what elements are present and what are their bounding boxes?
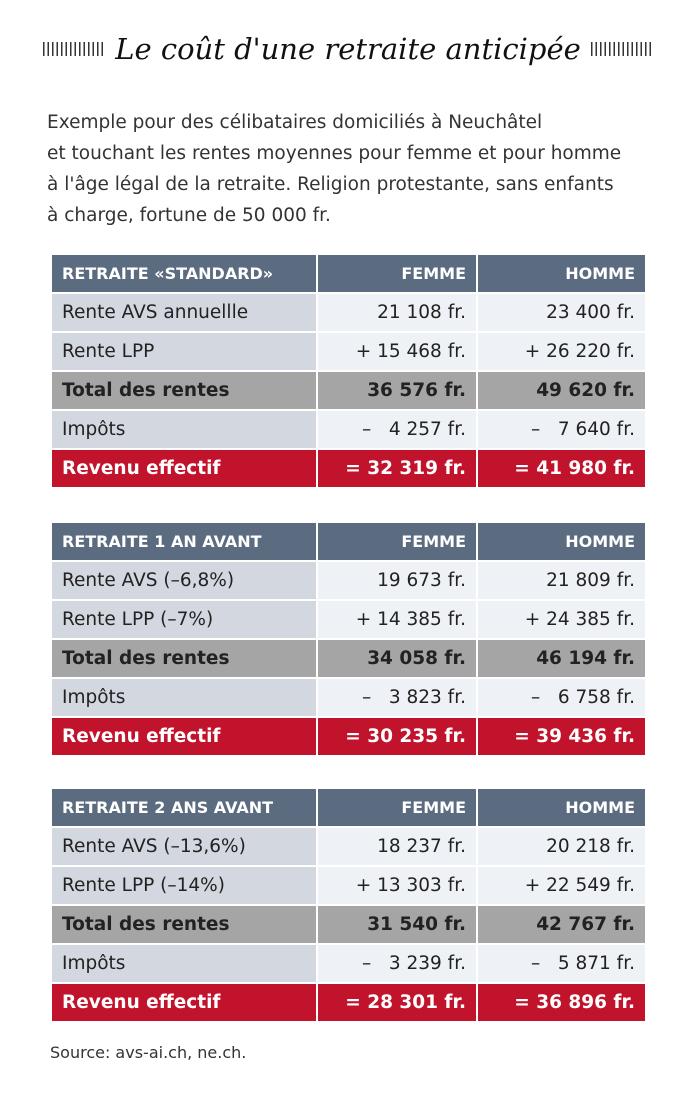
header-cell: RETRAITE «STANDARD» — [52, 255, 316, 292]
row-label: Rente AVS (–6,8%) — [52, 562, 316, 599]
table: RETRAITE «STANDARD» FEMME HOMME Rente AVS a… — [52, 255, 645, 487]
value-cell: = 41 980 fr. — [478, 450, 645, 487]
header-cell: RETRAITE 2 ANS AVANT — [52, 789, 316, 826]
intro-line: à l'âge légal de la retraite. Religion p… — [47, 174, 614, 195]
value-cell: 23 400 fr. — [478, 294, 645, 331]
value-cell: 19 673 fr. — [318, 562, 476, 599]
header-cell: FEMME — [318, 523, 476, 560]
row-label: Revenu effectif — [52, 984, 316, 1021]
value-cell: + 13 303 fr. — [318, 867, 476, 904]
value-cell: = 28 301 fr. — [318, 984, 476, 1021]
source: Source: avs-ai.ch, ne.ch. — [50, 1043, 247, 1062]
header-cell: HOMME — [478, 255, 645, 292]
value-cell: – 4 257 fr. — [318, 411, 476, 448]
header-cell: FEMME — [318, 789, 476, 826]
title-row: Le coût d'une retraite anticipée — [0, 32, 696, 66]
value-cell: 21 108 fr. — [318, 294, 476, 331]
row-label: Impôts — [52, 679, 316, 716]
row-label: Total des rentes — [52, 372, 316, 409]
table: RETRAITE 1 AN AVANT FEMME HOMME Rente AVS (… — [52, 523, 645, 755]
table: RETRAITE 2 ANS AVANT FEMME HOMME Rente AVS … — [52, 789, 645, 1021]
header-cell: HOMME — [478, 789, 645, 826]
title: Le coût d'une retraite anticipée — [115, 32, 581, 66]
intro-line: à charge, fortune de 50 000 fr. — [47, 205, 331, 226]
value-cell: + 14 385 fr. — [318, 601, 476, 638]
header-cell: FEMME — [318, 255, 476, 292]
value-cell: – 3 823 fr. — [318, 679, 476, 716]
value-cell: 21 809 fr. — [478, 562, 645, 599]
intro: Exemple pour des célibataires domiciliés… — [47, 107, 621, 231]
value-cell: + 24 385 fr. — [478, 601, 645, 638]
value-cell: + 15 468 fr. — [318, 333, 476, 370]
row-label: Rente AVS (–13,6%) — [52, 828, 316, 865]
intro-line: et touchant les rentes moyennes pour fem… — [47, 143, 622, 164]
value-cell: 46 194 fr. — [478, 640, 645, 677]
row-label: Rente LPP (–7%) — [52, 601, 316, 638]
header-cell: RETRAITE 1 AN AVANT — [52, 523, 316, 560]
row-label: Revenu effectif — [52, 450, 316, 487]
value-cell: + 22 549 fr. — [478, 867, 645, 904]
row-label: Rente LPP — [52, 333, 316, 370]
decoration — [43, 42, 106, 56]
value-cell: = 36 896 fr. — [478, 984, 645, 1021]
value-cell: 34 058 fr. — [318, 640, 476, 677]
value-cell: – 5 871 fr. — [478, 945, 645, 982]
value-cell: – 3 239 fr. — [318, 945, 476, 982]
row-label: Impôts — [52, 411, 316, 448]
value-cell: 42 767 fr. — [478, 906, 645, 943]
value-cell: 36 576 fr. — [318, 372, 476, 409]
value-cell: – 6 758 fr. — [478, 679, 645, 716]
row-label: Rente AVS annuellle — [52, 294, 316, 331]
value-cell: = 30 235 fr. — [318, 718, 476, 755]
row-label: Total des rentes — [52, 906, 316, 943]
decoration — [590, 42, 653, 56]
value-cell: 49 620 fr. — [478, 372, 645, 409]
value-cell: 20 218 fr. — [478, 828, 645, 865]
row-label: Rente LPP (–14%) — [52, 867, 316, 904]
intro-line: Exemple pour des célibataires domiciliés… — [47, 112, 543, 133]
value-cell: 18 237 fr. — [318, 828, 476, 865]
row-label: Revenu effectif — [52, 718, 316, 755]
row-label: Total des rentes — [52, 640, 316, 677]
header-cell: HOMME — [478, 523, 645, 560]
value-cell: = 39 436 fr. — [478, 718, 645, 755]
value-cell: – 7 640 fr. — [478, 411, 645, 448]
value-cell: 31 540 fr. — [318, 906, 476, 943]
value-cell: + 26 220 fr. — [478, 333, 645, 370]
row-label: Impôts — [52, 945, 316, 982]
value-cell: = 32 319 fr. — [318, 450, 476, 487]
